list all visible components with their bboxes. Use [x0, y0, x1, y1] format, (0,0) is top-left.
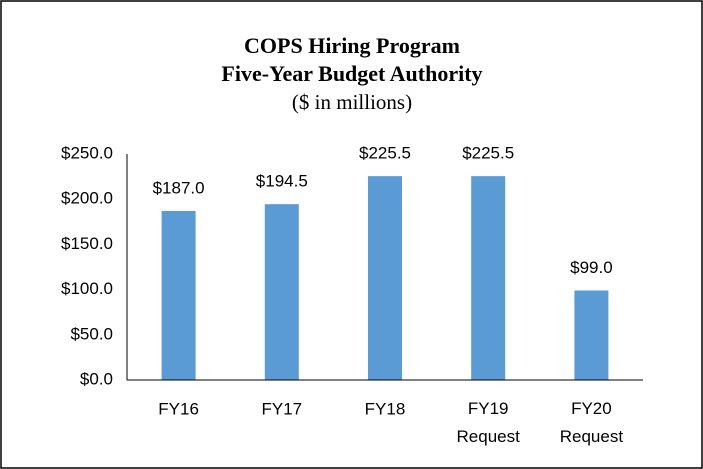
y-tick-label: $250.0: [61, 143, 113, 162]
data-label: $225.5: [359, 144, 411, 163]
chart-title: COPS Hiring Program: [244, 33, 460, 58]
chart-subtitle: ($ in millions): [292, 90, 412, 114]
bar: [368, 176, 402, 380]
y-tick-label: $200.0: [61, 189, 113, 208]
bar: [264, 204, 299, 380]
y-tick-label: $50.0: [70, 324, 113, 343]
x-tick-label: FY17: [261, 399, 302, 418]
data-label: $187.0: [153, 178, 205, 197]
data-label: $194.5: [256, 172, 308, 191]
y-tick-label: $100.0: [61, 279, 113, 298]
x-tick-label: FY20 Request: [560, 399, 624, 446]
chart-title: Five-Year Budget Authority: [221, 61, 482, 86]
x-tick-label: FY18: [365, 399, 406, 418]
bar: [471, 176, 506, 380]
bar: [574, 290, 609, 380]
x-tick-label: FY16: [158, 399, 199, 418]
data-label: $99.0: [570, 258, 613, 277]
data-label: $225.5: [462, 144, 514, 163]
bar: [161, 210, 196, 380]
x-tick-label: FY19 Request: [457, 399, 521, 446]
y-tick-label: $150.0: [61, 234, 113, 253]
y-tick-label: $0.0: [80, 369, 113, 388]
